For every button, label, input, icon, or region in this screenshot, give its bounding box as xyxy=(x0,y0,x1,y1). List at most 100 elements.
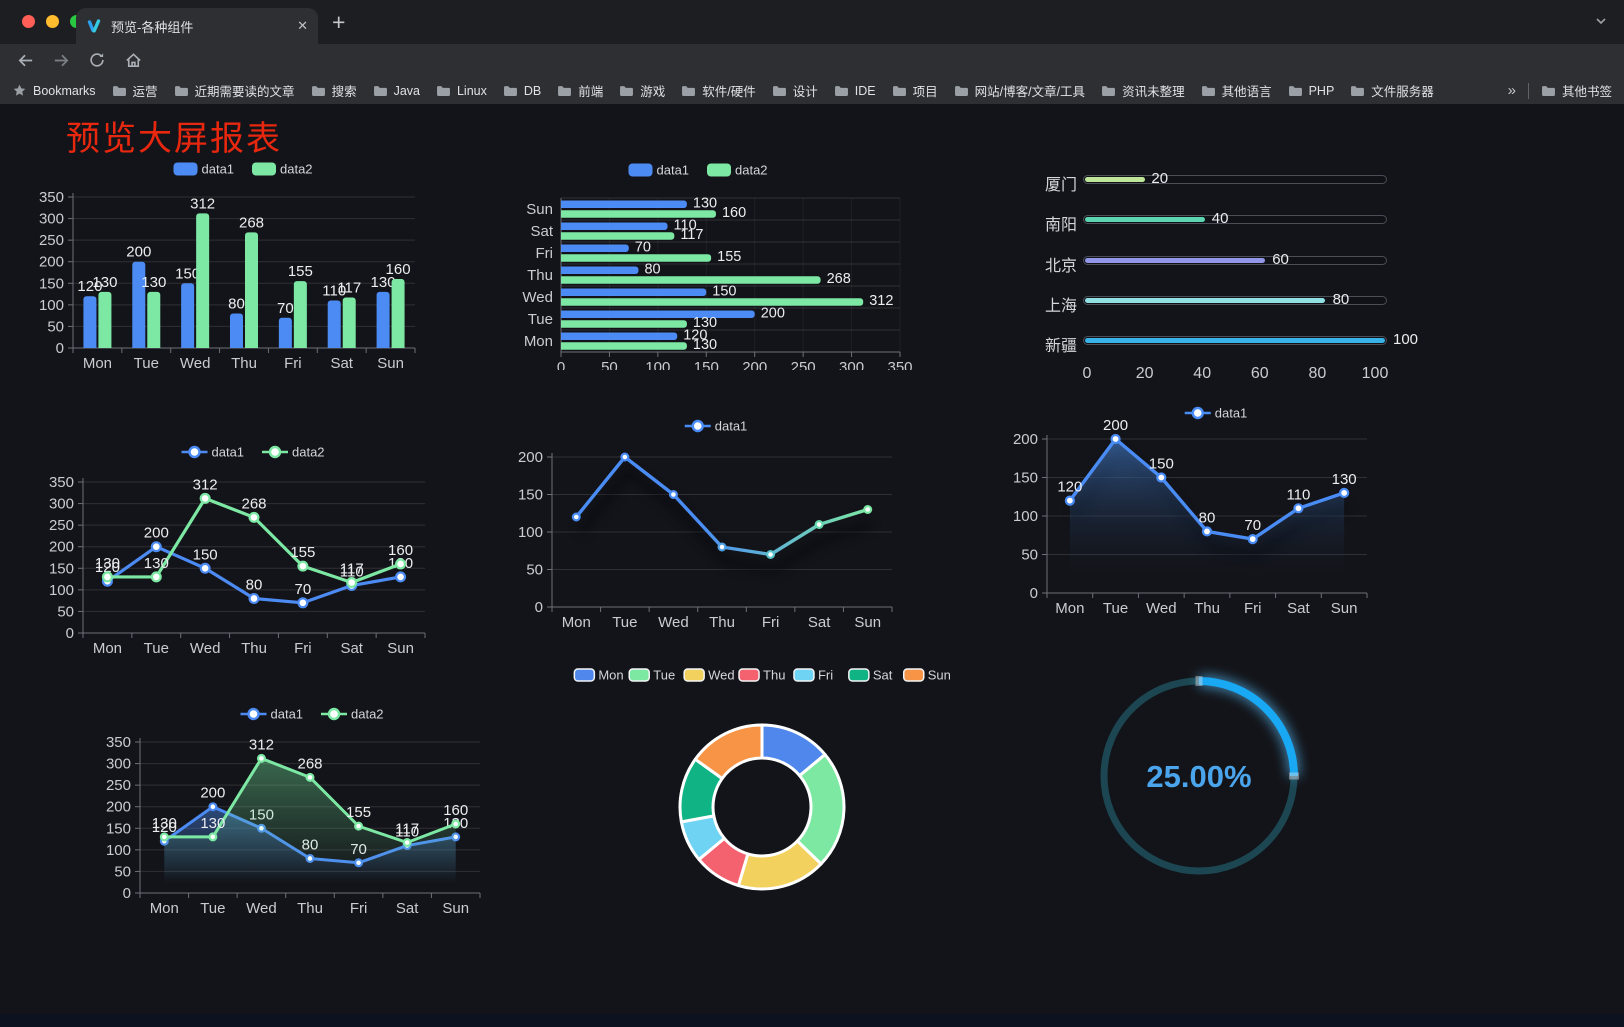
svg-text:data2: data2 xyxy=(280,162,313,177)
svg-text:Sat: Sat xyxy=(330,355,353,370)
other-bookmarks-item[interactable]: 其他书签 xyxy=(1541,81,1612,100)
bookmark-folder[interactable]: 网站/博客/文章/工具 xyxy=(954,81,1085,100)
bookmark-folder[interactable]: 运营 xyxy=(112,81,158,100)
minimize-window-button[interactable] xyxy=(46,15,59,28)
progress-axis-tick: 60 xyxy=(1250,365,1269,382)
svg-text:120: 120 xyxy=(152,819,177,836)
bookmark-folder-label: IDE xyxy=(854,83,876,98)
bookmark-folder[interactable]: DB xyxy=(503,81,541,100)
chart-legend[interactable]: data1 data2 xyxy=(628,163,768,178)
new-tab-button[interactable]: + xyxy=(332,9,346,35)
bookmark-folder[interactable]: IDE xyxy=(834,81,876,100)
svg-text:data1: data1 xyxy=(271,707,304,722)
bar-vertical-canvas[interactable]: data1 data2 0 50 100 150 200 250 300 350 Mon Tue Wed… xyxy=(36,155,446,372)
progress-row[interactable]: 北京 60 xyxy=(990,251,1420,275)
chart-legend[interactable]: data1 data2 xyxy=(181,445,325,460)
tab-close-icon[interactable]: ✕ xyxy=(297,18,308,33)
c6-canvas[interactable]: data1 0 50 100 150 200 Mon Tue Wed Thu Fri Sat Sun 12… xyxy=(990,399,1390,617)
c4-canvas[interactable]: data1 data2 0 50 100 150 200 250 300 350 Mon Tue Wed… xyxy=(40,440,450,657)
chart-area-single[interactable]: data1 0 50 100 150 200 Mon Tue Wed Thu Fri Sat Sun 12… xyxy=(990,399,1390,617)
x-axis: Mon Tue Wed Thu Fri Sat Sun xyxy=(551,607,893,631)
bookmark-folder[interactable]: 前端 xyxy=(557,81,603,100)
bookmark-folder[interactable]: 设计 xyxy=(772,81,818,100)
chart-progress-bars[interactable]: 厦门 20 南阳 40 北京 60 上海 80 新疆 100 0 20 40 60 80 100 xyxy=(990,150,1420,395)
bookmarks-overflow-chevron[interactable]: » xyxy=(1507,82,1516,99)
traffic-lights xyxy=(22,15,83,28)
bookmark-folder[interactable]: 搜索 xyxy=(311,81,357,100)
bookmark-folder[interactable]: 资讯未整理 xyxy=(1101,81,1185,100)
series-data1: 120 200 150 80 70 110 130 xyxy=(561,196,785,344)
svg-text:50: 50 xyxy=(601,359,618,370)
chart-legend[interactable]: Mon Tue Wed Thu Fri Sat Sun xyxy=(573,668,951,683)
donut-canvas[interactable]: Mon Tue Wed Thu Fri Sat Sun xyxy=(555,665,975,900)
chart-line-basic[interactable]: data1 data2 0 50 100 150 200 250 300 350 Mon Tue Wed… xyxy=(40,440,450,657)
back-button[interactable] xyxy=(12,47,38,73)
folder-icon xyxy=(373,85,387,96)
svg-text:100: 100 xyxy=(645,359,670,370)
progress-row[interactable]: 南阳 40 xyxy=(990,210,1420,234)
c7-canvas[interactable]: data1 data2 0 50 100 150 200 250 300 350 Mon Tue Wed… xyxy=(100,700,520,917)
bookmark-folder[interactable]: 软件/硬件 xyxy=(681,81,756,100)
svg-text:300: 300 xyxy=(49,496,74,513)
chart-bar-vertical[interactable]: data1 data2 0 50 100 150 200 250 300 350 Mon Tue Wed… xyxy=(36,155,446,372)
c5-canvas[interactable]: data1 0 50 100 150 200 Mon Tue Wed Thu Fri Sat Sun xyxy=(500,412,910,631)
progress-axis-tick: 40 xyxy=(1193,365,1212,382)
svg-text:117: 117 xyxy=(337,280,361,297)
bookmark-folder[interactable]: 文件服务器 xyxy=(1350,81,1434,100)
bookmark-folder[interactable]: 其他语言 xyxy=(1201,81,1272,100)
bookmark-folder-label: 游戏 xyxy=(640,85,666,99)
svg-text:50: 50 xyxy=(114,863,131,880)
svg-text:110: 110 xyxy=(322,283,346,300)
bar-horizontal-canvas[interactable]: data1 data2 0 50 100 150 200 250 300 350 Mon Tue Wed… xyxy=(500,158,920,376)
page-title: 预览大屏报表 xyxy=(66,120,282,158)
tab-strip-chevron-icon[interactable] xyxy=(1594,14,1608,33)
svg-text:150: 150 xyxy=(49,560,74,577)
bookmark-folder[interactable]: 项目 xyxy=(892,81,938,100)
chart-legend[interactable]: data1 data2 xyxy=(173,162,313,177)
gauge-canvas[interactable]: 25.00% xyxy=(1090,665,1310,887)
svg-text:Sun: Sun xyxy=(1331,600,1358,614)
svg-text:Wed: Wed xyxy=(522,289,553,306)
svg-text:Sun: Sun xyxy=(442,900,469,915)
forward-button[interactable] xyxy=(48,47,74,73)
bookmark-folder[interactable]: PHP xyxy=(1288,81,1334,100)
chart-donut[interactable]: Mon Tue Wed Thu Fri Sat Sun xyxy=(555,665,975,900)
svg-text:250: 250 xyxy=(49,517,74,534)
chart-legend[interactable]: data1 xyxy=(684,419,748,434)
progress-row[interactable]: 新疆 100 xyxy=(990,331,1420,355)
tab-favicon xyxy=(87,19,101,33)
progress-row[interactable]: 上海 80 xyxy=(990,291,1420,315)
chart-area-double[interactable]: data1 data2 0 50 100 150 200 250 300 350 Mon Tue Wed… xyxy=(100,700,520,917)
chart-legend[interactable]: data1 data2 xyxy=(240,707,384,722)
close-window-button[interactable] xyxy=(22,15,35,28)
progress-label: 上海 xyxy=(1044,298,1077,315)
svg-text:117: 117 xyxy=(680,227,703,243)
chart-line-gradient[interactable]: data1 0 50 100 150 200 Mon Tue Wed Thu Fri Sat Sun xyxy=(500,412,910,631)
bookmark-folder[interactable]: 游戏 xyxy=(619,81,665,100)
bookmark-folder[interactable]: 近期需要读的文章 xyxy=(174,81,295,100)
svg-text:350: 350 xyxy=(887,359,912,370)
svg-text:155: 155 xyxy=(288,263,313,280)
progress-bar xyxy=(1085,298,1325,303)
bookmark-folder[interactable]: Linux xyxy=(436,81,487,100)
gauge-value: 25.00% xyxy=(1146,759,1251,794)
browser-tab[interactable]: 预览-各种组件 ✕ xyxy=(76,8,318,44)
bookmark-folder-label: 前端 xyxy=(578,85,604,99)
chart-gauge[interactable]: 25.00% xyxy=(1090,665,1310,887)
svg-text:Tue: Tue xyxy=(1103,600,1128,614)
chart-bar-horizontal[interactable]: data1 data2 0 50 100 150 200 250 300 350 Mon Tue Wed… xyxy=(500,158,920,376)
svg-text:312: 312 xyxy=(193,476,218,493)
progress-row[interactable]: 厦门 20 xyxy=(990,170,1420,194)
donut-slice-Sun[interactable] xyxy=(693,723,764,780)
svg-text:Sun: Sun xyxy=(928,668,951,683)
reload-button[interactable] xyxy=(84,47,110,73)
bookmarks-manager-item[interactable]: Bookmarks xyxy=(12,83,96,98)
chart-legend[interactable]: data1 xyxy=(1184,406,1248,421)
svg-text:312: 312 xyxy=(869,293,893,309)
bookmark-folder[interactable]: Java xyxy=(373,81,420,100)
series-data1: 120 200 150 80 70 110 130 xyxy=(77,244,396,348)
home-button[interactable] xyxy=(120,47,146,73)
svg-text:Sat: Sat xyxy=(530,223,553,240)
svg-text:312: 312 xyxy=(190,195,215,212)
svg-text:120: 120 xyxy=(1057,479,1082,496)
